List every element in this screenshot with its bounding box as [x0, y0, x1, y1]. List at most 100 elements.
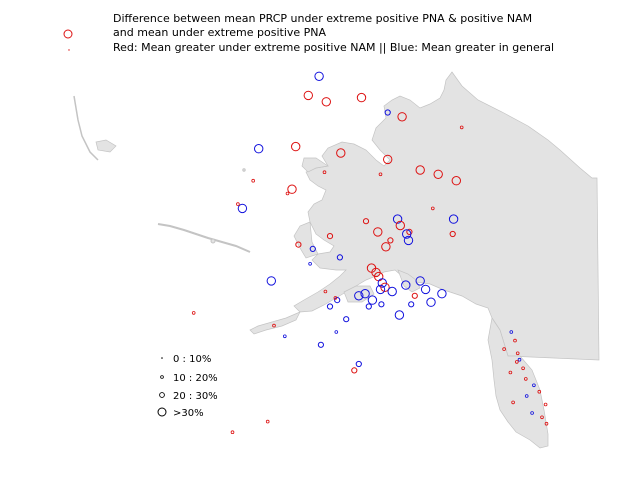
title-block: Difference between mean PRCP under extre…: [63, 12, 554, 54]
legend-symbol-size-4: [157, 407, 167, 417]
blue-station-marker: [509, 330, 514, 334]
blue-station-marker: [326, 303, 334, 310]
legend-item: >30%: [157, 407, 204, 419]
blue-station-marker: [378, 301, 385, 308]
blue-station-marker: [365, 303, 372, 310]
title-marker-icon: [63, 29, 73, 39]
blue-station-marker: [367, 295, 378, 305]
yk-delta: [293, 221, 319, 259]
blue-station-marker: [254, 144, 264, 154]
blue-station-marker: [401, 280, 411, 290]
legend: 0 : 10% 10 : 20% 20 : 30% >30%: [157, 354, 218, 419]
blue-station-marker: [343, 316, 350, 323]
blue-station-marker: [334, 330, 339, 334]
blue-station-marker: [336, 254, 343, 261]
red-station-marker: [322, 170, 327, 175]
red-station-marker: [272, 323, 276, 328]
red-station-marker: [514, 360, 519, 364]
red-station-marker: [430, 206, 435, 211]
red-station-marker: [383, 154, 393, 165]
blue-station-marker: [309, 245, 316, 252]
legend-item: 10 : 20%: [160, 373, 218, 384]
red-station-marker: [544, 421, 549, 426]
blue-station-marker: [408, 301, 415, 308]
red-station-marker: [508, 370, 513, 375]
legend-symbol-size-1: [161, 357, 163, 359]
blue-station-marker: [375, 284, 386, 295]
title-line-2: and mean under extreme positive PNA: [113, 26, 327, 39]
red-station-marker: [285, 191, 290, 196]
red-station-marker: [378, 172, 383, 177]
blue-station-marker: [426, 297, 436, 307]
red-station-marker: [397, 112, 407, 122]
red-station-marker: [291, 141, 301, 152]
red-station-marker: [265, 419, 270, 424]
red-station-marker: [323, 289, 328, 294]
red-station-marker: [321, 97, 331, 107]
red-station-marker: [537, 389, 542, 394]
legend-symbol-size-2: [160, 375, 164, 379]
blue-station-marker: [402, 229, 412, 239]
blue-station-marker: [517, 357, 522, 362]
red-station-marker: [336, 148, 346, 158]
blue-station-marker: [532, 383, 536, 388]
red-station-marker: [513, 338, 517, 343]
western-island-chain: [73, 95, 99, 161]
legend-label: >30%: [173, 408, 204, 419]
red-station-marker: [543, 402, 548, 407]
blue-station-marker: [266, 276, 276, 286]
title-line-1: Difference between mean PRCP under extre…: [113, 12, 532, 25]
blue-station-marker: [308, 261, 312, 266]
blue-station-marker: [237, 203, 248, 214]
blue-station-marker: [317, 341, 324, 348]
legend-label: 0 : 10%: [173, 354, 211, 365]
blue-station-marker: [437, 289, 447, 299]
pribilof-island: [210, 238, 216, 244]
aleutian-west: [157, 223, 251, 253]
red-station-marker: [303, 90, 313, 101]
red-station-marker: [502, 347, 506, 351]
blue-station-marker: [403, 235, 414, 246]
blue-station-marker: [387, 286, 397, 297]
alaska-peninsula: [249, 311, 301, 335]
red-station-marker: [351, 367, 358, 374]
blue-station-marker: [415, 276, 425, 286]
station-markers: [191, 71, 549, 435]
red-station-marker: [540, 415, 544, 420]
blue-station-marker: [354, 291, 364, 301]
red-station-marker: [230, 430, 235, 435]
blue-station-marker: [530, 411, 534, 415]
red-station-marker: [523, 377, 528, 381]
red-station-marker: [191, 311, 196, 315]
red-station-marker: [236, 202, 240, 206]
legend-symbol-size-3: [159, 392, 165, 398]
title-dot-icon: [68, 49, 70, 51]
red-station-marker: [459, 125, 464, 130]
blue-station-marker: [334, 297, 341, 304]
legend-label: 10 : 20%: [173, 373, 218, 384]
blue-station-marker: [394, 310, 405, 320]
blue-station-marker: [360, 289, 370, 299]
blue-station-marker: [420, 284, 431, 295]
legend-label: 20 : 30%: [173, 391, 218, 402]
red-station-marker: [380, 282, 390, 292]
red-station-marker: [521, 366, 525, 371]
blue-station-marker: [282, 334, 287, 339]
blue-station-marker: [448, 214, 459, 224]
red-station-marker: [251, 178, 256, 183]
title-line-3: Red: Mean greater under extreme positive…: [113, 41, 554, 54]
st-lawrence-island: [95, 139, 117, 153]
legend-item: 20 : 30%: [159, 391, 218, 402]
red-station-marker: [515, 351, 520, 356]
blue-station-marker: [524, 394, 529, 398]
red-station-marker: [395, 220, 405, 231]
red-station-marker: [381, 242, 391, 252]
red-station-marker: [411, 292, 418, 299]
blue-station-marker: [384, 109, 391, 116]
red-station-marker: [362, 218, 370, 225]
red-station-marker: [387, 237, 394, 244]
seward-peninsula: [301, 157, 329, 173]
red-station-marker: [326, 233, 334, 240]
red-station-marker: [373, 227, 383, 237]
